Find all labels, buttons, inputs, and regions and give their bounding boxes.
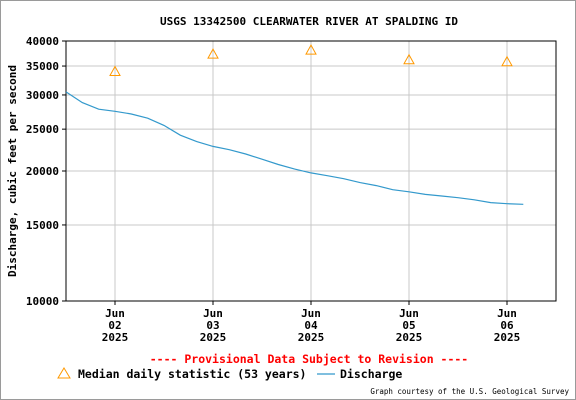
x-tick-label: 05 xyxy=(402,319,415,332)
median-marker xyxy=(403,53,415,65)
x-tick-label: Jun xyxy=(105,307,125,320)
x-tick-label: Jun xyxy=(301,307,321,320)
y-tick-label: 35000 xyxy=(26,60,59,73)
chart-title: USGS 13342500 CLEARWATER RIVER AT SPALDI… xyxy=(160,15,458,28)
x-tick-label: Jun xyxy=(497,307,517,320)
discharge-line xyxy=(65,91,524,205)
x-tick-label: Jun xyxy=(203,307,223,320)
y-tick-label: 40000 xyxy=(26,35,59,48)
provisional-notice: ---- Provisional Data Subject to Revisio… xyxy=(150,352,469,366)
x-tick-label: 04 xyxy=(304,319,318,332)
median-marker xyxy=(109,65,121,76)
legend: Median daily statistic (53 years) Discha… xyxy=(57,367,402,381)
x-tick-label: 06 xyxy=(500,319,514,332)
x-tick-label: Jun xyxy=(399,307,419,320)
x-tick-label: 03 xyxy=(206,319,219,332)
median-marker xyxy=(501,55,513,67)
legend-triangle-icon xyxy=(57,367,71,379)
median-marker xyxy=(305,44,317,55)
x-tick-label: 02 xyxy=(108,319,121,332)
median-marker xyxy=(207,48,219,59)
y-axis-ticks: 10000 15000 20000 25000 30000 35000 40000 xyxy=(26,35,66,308)
x-tick-label: 2025 xyxy=(102,331,129,344)
x-axis-ticks: Jun022025Jun032025Jun042025Jun052025Jun0… xyxy=(102,301,521,344)
y-tick-label: 20000 xyxy=(26,165,59,178)
graph-credit: Graph courtesy of the U.S. Geological Su… xyxy=(370,387,569,396)
y-tick-label: 25000 xyxy=(26,123,59,136)
y-tick-label: 30000 xyxy=(26,89,59,102)
legend-discharge-label: Discharge xyxy=(340,367,402,381)
x-tick-label: 2025 xyxy=(298,331,325,344)
legend-median-label: Median daily statistic (53 years) xyxy=(78,367,306,381)
series-layer xyxy=(65,44,524,205)
x-tick-label: 2025 xyxy=(200,331,227,344)
gridlines xyxy=(66,40,556,302)
x-tick-label: 2025 xyxy=(494,331,521,344)
y-tick-label: 10000 xyxy=(26,295,59,308)
y-axis-label: Discharge, cubic feet per second xyxy=(6,65,19,277)
x-tick-label: 2025 xyxy=(396,331,423,344)
y-tick-label: 15000 xyxy=(26,219,59,232)
